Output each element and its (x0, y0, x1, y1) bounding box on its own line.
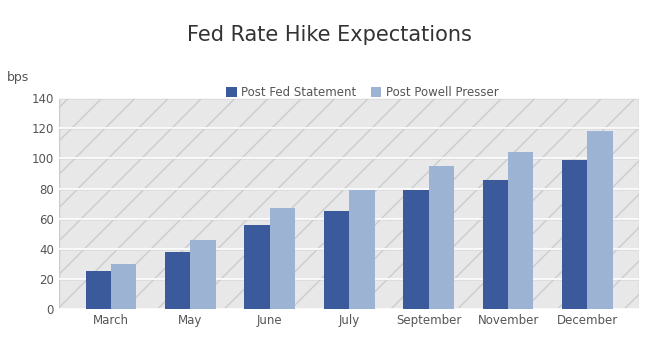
Bar (270, 208, 295, 309)
Bar (587, 131, 613, 309)
Bar (562, 160, 587, 309)
Bar (428, 166, 454, 309)
Bar (59, 249, 639, 279)
Text: Fed Rate Hike Expectations: Fed Rate Hike Expectations (187, 25, 472, 45)
Legend: Post Fed Statement, Post Powell Presser: Post Fed Statement, Post Powell Presser (221, 81, 503, 104)
Bar (244, 225, 270, 309)
Bar (403, 190, 428, 309)
Bar (59, 98, 639, 128)
Bar (86, 271, 111, 309)
Bar (59, 279, 639, 309)
Bar (508, 152, 534, 309)
Bar (349, 190, 375, 309)
Bar (59, 219, 639, 249)
Bar (59, 128, 639, 158)
Bar (324, 211, 349, 309)
Bar (111, 264, 136, 309)
Bar (482, 179, 508, 309)
Bar (59, 188, 639, 219)
Bar (59, 68, 639, 98)
Bar (190, 240, 216, 309)
Bar (59, 158, 639, 188)
Text: bps: bps (7, 71, 29, 84)
Bar (165, 252, 190, 309)
